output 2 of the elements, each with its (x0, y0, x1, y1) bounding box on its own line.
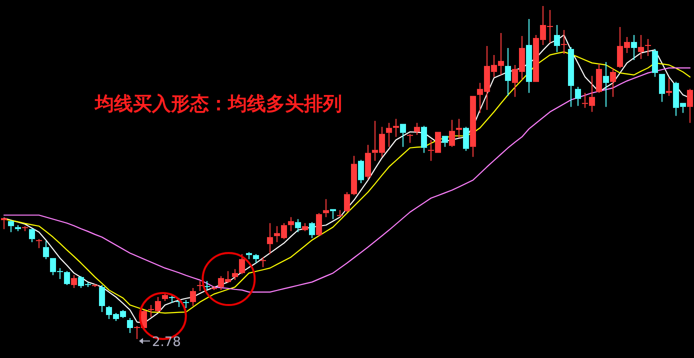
annotation: 2.78 (152, 335, 181, 350)
title: 均线买入形态：均线多头排列 (95, 93, 342, 115)
